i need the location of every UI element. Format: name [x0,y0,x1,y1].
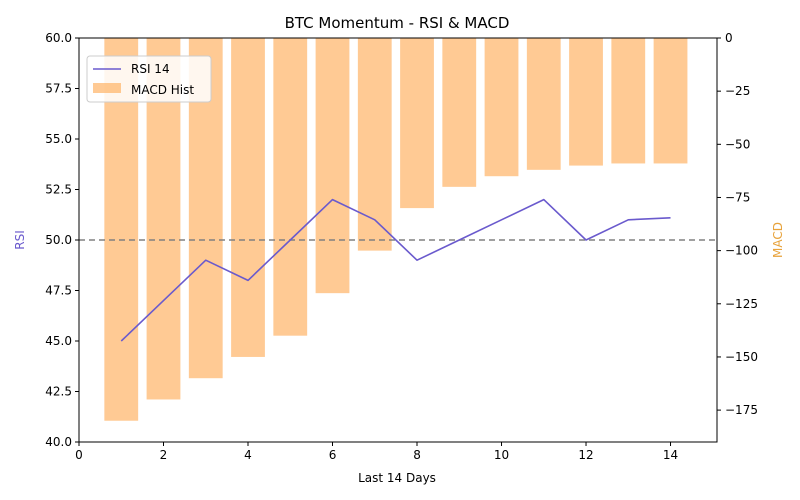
y-right-tick-label: −25 [725,84,750,98]
y-right-tick-label: −125 [725,297,758,311]
macd-bar-11 [526,38,561,170]
macd-bar-14 [653,38,688,164]
macd-bar-4 [231,38,265,357]
y-left-tick-label: 40.0 [45,435,72,449]
y-left-tick-label: 57.5 [45,82,72,96]
y-right-tick-label: −100 [725,244,758,258]
x-tick-label: 6 [329,448,337,462]
axes: 0 2 4 6 8 10 12 14 40.0 42.5 45.0 47.5 50.0 52.5 55.0 5… [45,31,758,462]
macd-bar-10 [484,38,519,177]
y-right-tick-label: 0 [725,31,733,45]
y-left-tick-label: 52.5 [45,183,72,197]
y-left-tick-label: 55.0 [45,132,72,146]
macd-bar-9 [442,38,477,187]
x-tick-label: 10 [494,448,509,462]
x-tick-label: 14 [663,448,678,462]
legend-macd-label: MACD Hist [131,83,194,97]
macd-bar-12 [569,38,603,166]
x-tick-label: 4 [244,448,252,462]
legend: RSI 14 MACD Hist [86,55,212,103]
y-axis-left-label: RSI [13,230,27,250]
x-axis-label: Last 14 Days [358,471,436,485]
y-axis-right-label: MACD [771,222,785,258]
y-left-tick-label: 45.0 [45,334,72,348]
legend-macd-swatch [93,83,121,93]
macd-bar-5 [273,38,308,336]
y-right-tick-label: −175 [725,403,758,417]
x-tick-label: 0 [75,448,83,462]
macd-bar-8 [400,38,434,209]
macd-bar-7 [357,38,392,251]
legend-rsi-label: RSI 14 [131,62,170,76]
y-left-tick-label: 42.5 [45,385,72,399]
x-tick-label: 2 [160,448,168,462]
y-left-tick-label: 60.0 [45,31,72,45]
macd-bar-13 [611,38,646,164]
y-left-tick-label: 47.5 [45,284,72,298]
macd-bar-6 [315,38,350,294]
rsi-line-group [120,198,671,342]
chart-title: BTC Momentum - RSI & MACD [285,14,510,32]
rsi-line [120,198,671,342]
y-right-tick-label: −75 [725,190,750,204]
x-tick-label: 12 [578,448,593,462]
y-right-tick-label: −50 [725,137,750,151]
y-left-tick-label: 50.0 [45,233,72,247]
y-right-tick-label: −150 [725,350,758,364]
x-tick-label: 8 [413,448,421,462]
